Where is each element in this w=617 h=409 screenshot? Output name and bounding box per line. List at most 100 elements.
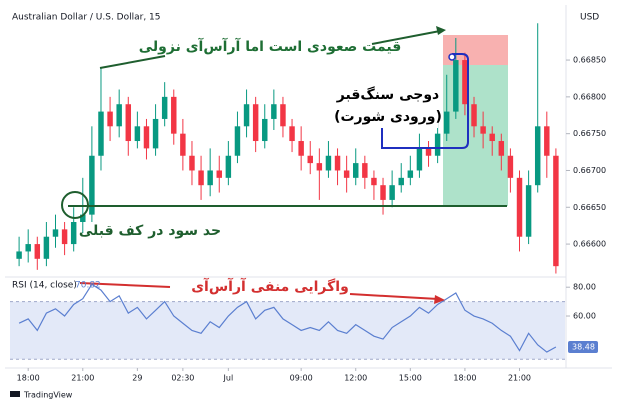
candle-body [289,126,295,142]
candle-body [507,155,514,178]
candle-body [16,251,22,259]
candle-body [70,222,77,245]
candle-body [134,126,141,142]
candle-body [480,126,486,134]
candle-body [89,155,95,215]
arrow-head [436,26,446,35]
candle-body [98,111,104,156]
candle-body [525,185,532,237]
label-box [338,78,438,128]
candle-body [262,118,268,142]
annotation: حد سود در کف قبلی [79,223,221,239]
candle-body [216,170,222,178]
candle-body [25,244,31,252]
footer: TradingView [23,391,73,400]
candle-body [280,104,286,127]
candle-body [553,155,559,267]
candle-body [343,170,350,178]
rsi-header-value: 70.82 [75,281,101,291]
candle-body [407,170,414,178]
target-zone [443,65,508,206]
candle-body [544,126,550,156]
trend-line [99,55,166,69]
y-tick-label: 0.66700 [573,166,606,175]
candle-body [271,104,277,119]
candle-body [243,104,250,127]
annotation: (ورودی شورت) [334,109,442,125]
annotation: دوجی سنگ‌قبر [336,86,439,103]
candle-body [453,60,459,112]
candle-body [252,104,259,142]
candle-body [298,141,304,156]
candle-body [389,185,395,200]
tradingview-logo [10,391,20,397]
candle-body [234,126,241,156]
candle-body [61,229,68,245]
y-tick-label: 0.66600 [573,240,606,249]
chart-title: Australian Dollar / U.S. Dollar, 15 [12,13,161,23]
candle-body [443,111,450,134]
candle-body [498,141,505,156]
candle-body [398,177,404,186]
candle-body [471,104,477,127]
candle-body [189,155,195,171]
candle-body [198,170,204,186]
candle-body [143,126,150,149]
x-tick-label: 21:00 [508,374,531,383]
candle-body [334,155,341,171]
candle-body [353,163,359,178]
annotation: واگرایی منفی آرآس‌آی [191,277,349,295]
y-tick-label: 0.66650 [573,203,606,212]
candle-body [362,163,368,178]
y-tick-label: 0.66750 [573,129,606,138]
x-tick-label: Jul [223,374,234,383]
candle-body [180,133,186,156]
candle-body [380,185,386,200]
x-tick-label: 12:00 [344,374,367,383]
currency-label: USD [580,13,599,23]
candle-body [416,148,423,171]
x-tick-label: 02:30 [171,374,194,383]
candle-body [171,96,177,134]
candle-body [161,96,168,119]
candle-body [489,133,495,142]
x-tick-label: 15:00 [399,374,422,383]
y-tick-label: 0.66850 [573,56,606,65]
candle-body [325,155,332,171]
candle-body [152,118,159,149]
rsi-value-tag [568,341,598,354]
candle-body [207,170,213,186]
candle-body [43,236,50,259]
x-tick-label: 09:00 [290,374,313,383]
candle-body [116,104,122,127]
candle-body [225,155,232,178]
doji-point [448,53,456,61]
divergence-arrow-head [434,295,445,304]
rsi-band [10,301,565,360]
candle-body [434,133,441,156]
candle-body [462,60,468,105]
divergence-arrow-b [349,293,439,300]
annotation: قیمت صعودی است اما آرآس‌آی نزولی [139,37,402,55]
rsi-tick-label: 60.00 [573,312,596,321]
candle-body [34,244,41,259]
candle-body [107,111,113,127]
rsi-value-label: 38.48 [572,343,595,352]
y-tick-label: 0.66800 [573,92,606,101]
candle-body [316,163,323,171]
candle-body [307,155,313,164]
x-tick-label: 29 [132,374,142,383]
rsi-tick-label: 80.00 [573,283,596,292]
rsi-label: RSI (14, close) [12,281,77,291]
plot: 0.66600 0.66650 0.66700 0.66750 0.66800 0.668… [10,23,606,383]
candle-body [425,148,432,156]
x-tick-label: 18:00 [453,374,476,383]
divergence-arrow-a [79,282,171,288]
x-tick-label: 18:00 [17,374,40,383]
candle-body [534,126,541,186]
low-circle [61,191,89,219]
doji-highlight [381,53,469,149]
candle-body [125,104,132,142]
x-tick-label: 21:00 [71,374,94,383]
